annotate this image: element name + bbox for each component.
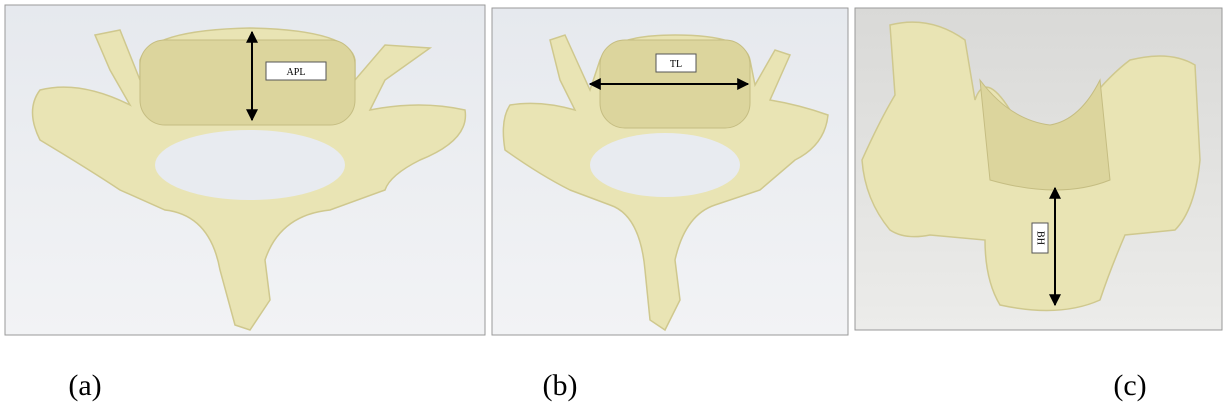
panel-caption: (c) (1113, 369, 1146, 402)
panel-caption: (a) (68, 369, 101, 402)
panel-b: TL (492, 8, 848, 335)
measure-label: TL (670, 59, 682, 70)
vertebral-foramen (590, 133, 740, 197)
measure-label: BH (1035, 231, 1046, 245)
panel-c: BH (855, 8, 1222, 330)
panel-a: APL (5, 5, 485, 335)
vertebral-body (140, 40, 355, 125)
figure: APL TL BH (a) (b) (c) (0, 0, 1224, 415)
measure-label: APL (287, 67, 306, 78)
vertebral-foramen (155, 130, 345, 200)
panel-caption: (b) (543, 369, 578, 402)
